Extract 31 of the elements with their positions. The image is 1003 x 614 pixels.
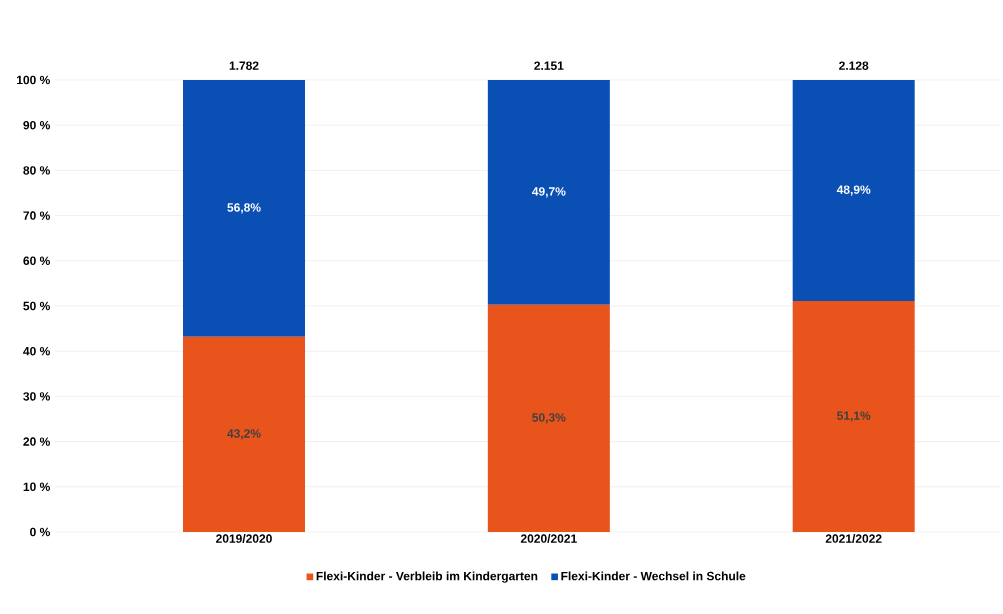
bar	[792, 301, 915, 532]
data-label: 48,9%	[836, 185, 871, 196]
annotation: 2.128	[839, 61, 869, 70]
y-tick-label: 20 %	[23, 437, 50, 446]
legend-label: Flexi-Kinder - Verbleib im Kindergarten	[316, 571, 538, 583]
bar	[183, 79, 305, 337]
legend-label: Flexi-Kinder - Wechsel in Schule	[561, 571, 746, 581]
bar	[487, 304, 610, 532]
bar	[183, 336, 305, 532]
data-label: 51,1%	[837, 411, 871, 422]
data-label: 49,7%	[532, 187, 566, 198]
y-tick-label: 10 %	[23, 482, 50, 492]
y-tick-label: 40 %	[23, 346, 50, 356]
bar	[792, 79, 915, 302]
y-tick-label: 70 %	[23, 211, 50, 220]
x-tick-label: 2020/2021	[520, 534, 577, 543]
data-label: 50,3%	[532, 413, 566, 424]
y-tick-label: 80 %	[23, 166, 50, 175]
annotation: 1.782	[229, 61, 259, 70]
y-tick-label: 60 %	[23, 256, 50, 266]
bar	[487, 79, 610, 305]
y-tick-label: 0 %	[30, 527, 50, 537]
y-tick-label: 100 %	[17, 75, 50, 85]
data-label: 43,2%	[227, 429, 261, 440]
data-label: 56,8%	[227, 203, 261, 214]
y-tick-label: 90 %	[23, 120, 50, 130]
y-tick-label: 30 %	[23, 392, 50, 401]
x-tick-label: 2019/2020	[216, 534, 272, 543]
x-tick-label: 2021/2022	[825, 534, 882, 543]
y-tick-label: 50 %	[23, 301, 50, 311]
annotation: 2.151	[534, 61, 564, 70]
